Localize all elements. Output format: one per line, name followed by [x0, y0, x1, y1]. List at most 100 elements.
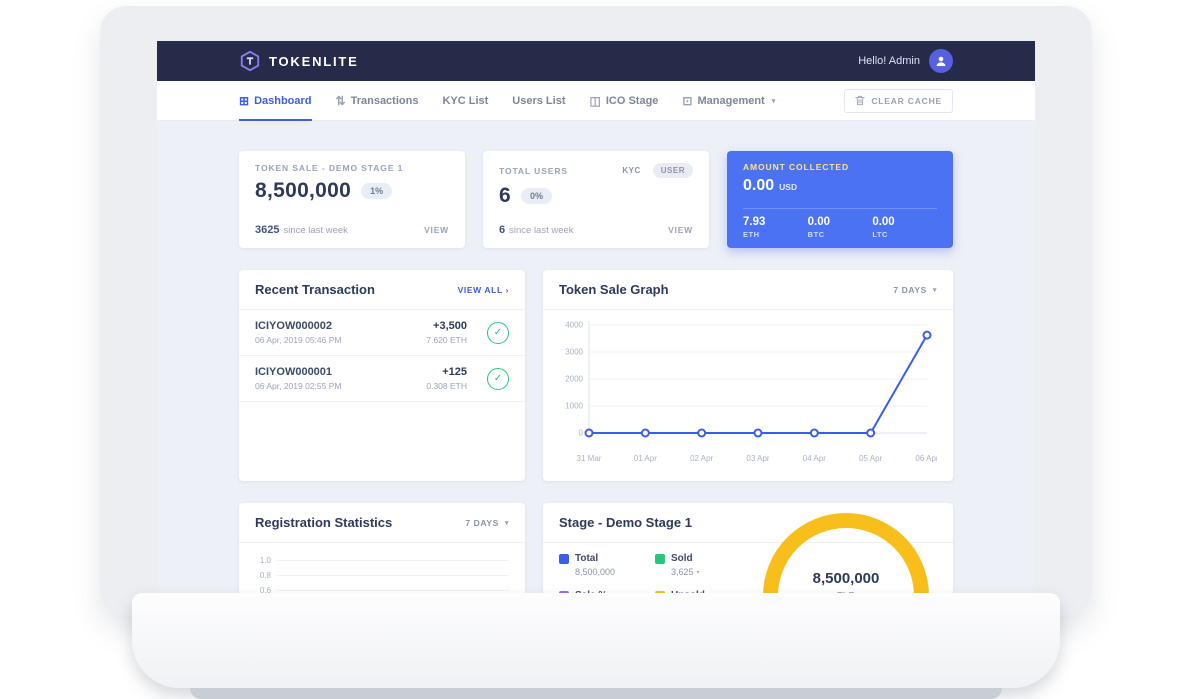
svg-text:3000: 3000 — [565, 348, 583, 357]
tab-label: Transactions — [350, 94, 419, 107]
topbar: TOKENLITE Hello! Admin — [157, 41, 1035, 81]
kyc-toggle[interactable]: KYC — [622, 166, 641, 175]
range-label: 7 DAYS — [893, 284, 927, 295]
laptop-base-edge — [190, 688, 1002, 699]
brand-name: TOKENLITE — [269, 53, 359, 69]
delta-value: 3625 — [255, 224, 280, 236]
eth-value: 7.93 — [743, 216, 766, 228]
transaction-token-amount: +3,500 — [433, 320, 467, 332]
transaction-date: 06 Apr, 2019 02:55 PM — [255, 381, 342, 391]
management-icon: ⊡ — [682, 93, 693, 108]
total-users-delta: 6 since last week — [499, 220, 574, 238]
eth-column: 7.93 ETH — [743, 216, 808, 239]
tab-management[interactable]: ⊡ Management ▾ — [682, 81, 775, 121]
token-sale-chart: 0 1000 2000 3000 4000 31 Mar 01 Apr 02 Apr 03 Ap… — [543, 310, 953, 467]
tab-kyc-list[interactable]: KYC List — [442, 81, 488, 121]
token-sale-value: 8,500,000 — [255, 179, 352, 202]
view-all-label: VIEW ALL — [457, 284, 503, 295]
stage-card: Stage - Demo Stage 1 Total 8,500,000 Sol… — [543, 503, 953, 600]
user-icon — [936, 56, 946, 66]
tab-label: ICO Stage — [605, 94, 659, 107]
btc-column: 0.00 BTC — [808, 216, 873, 239]
svg-text:03 Apr: 03 Apr — [746, 454, 769, 463]
svg-text:2000: 2000 — [565, 375, 583, 384]
stats-row: TOKEN SALE - DEMO STAGE 1 8,500,000 1% 3… — [239, 151, 953, 248]
svg-text:02 Apr: 02 Apr — [690, 454, 713, 463]
transaction-info: ICIYOW000002 06 Apr, 2019 05:46 PM — [255, 320, 341, 345]
total-users-card: TOTAL USERS KYC USER 6 0% 6 since last we… — [483, 151, 709, 248]
arrow-right-icon: › — [505, 284, 509, 295]
transaction-row[interactable]: ICIYOW000002 06 Apr, 2019 05:46 PM +3,50… — [239, 310, 525, 356]
clear-cache-button[interactable]: CLEAR CACHE — [844, 88, 953, 113]
legend-label: Sold — [671, 553, 693, 564]
chevron-down-icon: ▾ — [696, 569, 700, 576]
check-icon: ✓ — [493, 327, 503, 338]
legend-item-sold: Sold 3,625 ▾ — [655, 553, 751, 577]
token-sale-badge: 1% — [361, 183, 393, 199]
svg-text:31 Mar: 31 Mar — [577, 454, 602, 463]
total-users-badge: 0% — [520, 188, 552, 204]
donut-value: 8,500,000 — [812, 570, 880, 587]
btc-label: BTC — [807, 230, 825, 239]
clear-cache-label: CLEAR CACHE — [871, 95, 942, 106]
amount-collected-title: AMOUNT COLLECTED — [743, 162, 850, 172]
token-sale-delta: 3625 since last week — [255, 220, 348, 238]
line-chart: 0 1000 2000 3000 4000 31 Mar 01 Apr 02 Apr 03 Ap… — [565, 321, 937, 464]
amount-breakdown: 7.93 ETH 0.00 BTC 0.00 LTC — [743, 208, 937, 239]
gridline — [277, 575, 509, 576]
brand[interactable]: TOKENLITE — [239, 50, 359, 72]
laptop-base — [132, 593, 1060, 688]
transaction-info: ICIYOW000001 06 Apr, 2019 02:55 PM — [255, 366, 341, 391]
user-toggle[interactable]: USER — [652, 163, 693, 178]
svg-text:0: 0 — [579, 429, 584, 438]
transaction-token-amount: +125 — [442, 366, 467, 378]
transaction-amount: +125 0.308 ETH — [426, 366, 467, 391]
token-sale-graph-title: Token Sale Graph — [559, 282, 669, 297]
total-users-value: 6 — [499, 184, 511, 207]
registration-statistics-card: Registration Statistics 7 DAYS ▾ 1.0 0.8 … — [239, 503, 525, 600]
transaction-id: ICIYOW000001 — [255, 366, 333, 378]
app-screen: TOKENLITE Hello! Admin — [157, 41, 1035, 600]
registration-range-select[interactable]: 7 DAYS ▾ — [465, 518, 509, 528]
amount-usd-label: USD — [779, 182, 798, 192]
tab-ico-stage[interactable]: ◫ ICO Stage — [590, 81, 659, 121]
range-label: 7 DAYS — [465, 517, 499, 528]
delta-text: since last week — [509, 225, 574, 236]
transactions-icon: ⇅ — [335, 93, 346, 108]
ltc-column: 0.00 LTC — [872, 216, 937, 239]
token-sale-card: TOKEN SALE - DEMO STAGE 1 8,500,000 1% 3… — [239, 151, 465, 248]
brand-logo-icon — [240, 50, 260, 72]
tab-transactions[interactable]: ⇅ Transactions — [336, 81, 419, 121]
eth-label: ETH — [743, 230, 760, 239]
legend-label: Total — [575, 553, 599, 564]
delta-text: since last week — [283, 225, 348, 236]
tab-users-list[interactable]: Users List — [512, 81, 565, 121]
avatar[interactable] — [929, 49, 953, 73]
tab-dashboard[interactable]: ⊞ Dashboard — [239, 81, 312, 121]
transaction-approved-badge: ✓ — [487, 321, 509, 344]
dashboard-content: TOKEN SALE - DEMO STAGE 1 8,500,000 1% 3… — [157, 121, 1035, 600]
ltc-value: 0.00 — [872, 216, 895, 228]
token-sale-view-link[interactable]: VIEW — [424, 225, 449, 235]
registration-chart: 1.0 0.8 0.6 — [239, 543, 525, 598]
y-tick-label: 0.8 — [259, 571, 271, 580]
total-users-view-link[interactable]: VIEW — [668, 225, 693, 235]
tab-label: Dashboard — [254, 94, 312, 107]
delta-value: 6 — [499, 224, 506, 236]
amount-collected-card: AMOUNT COLLECTED 0.00 USD 7.93 ETH 0.00 — [727, 151, 953, 248]
transaction-date: 06 Apr, 2019 05:46 PM — [255, 335, 342, 345]
chevron-down-icon: ▾ — [504, 519, 509, 527]
ltc-label: LTC — [872, 230, 888, 239]
view-all-link[interactable]: VIEW ALL › — [458, 285, 509, 295]
main-nav: ⊞ Dashboard ⇅ Transactions KYC List User… — [157, 81, 1035, 121]
transaction-row[interactable]: ICIYOW000001 06 Apr, 2019 02:55 PM +125 … — [239, 356, 525, 402]
svg-text:05 Apr: 05 Apr — [859, 454, 882, 463]
token-sale-graph-card: Token Sale Graph 7 DAYS ▾ 0 1000 2000 3000 40… — [543, 270, 953, 481]
svg-text:1000: 1000 — [565, 402, 583, 411]
total-users-title: TOTAL USERS — [499, 165, 568, 176]
graph-range-select[interactable]: 7 DAYS ▾ — [893, 285, 937, 295]
y-tick-label: 0.6 — [259, 586, 271, 595]
recent-transactions-title: Recent Transaction — [255, 282, 375, 297]
gridline — [277, 590, 509, 591]
